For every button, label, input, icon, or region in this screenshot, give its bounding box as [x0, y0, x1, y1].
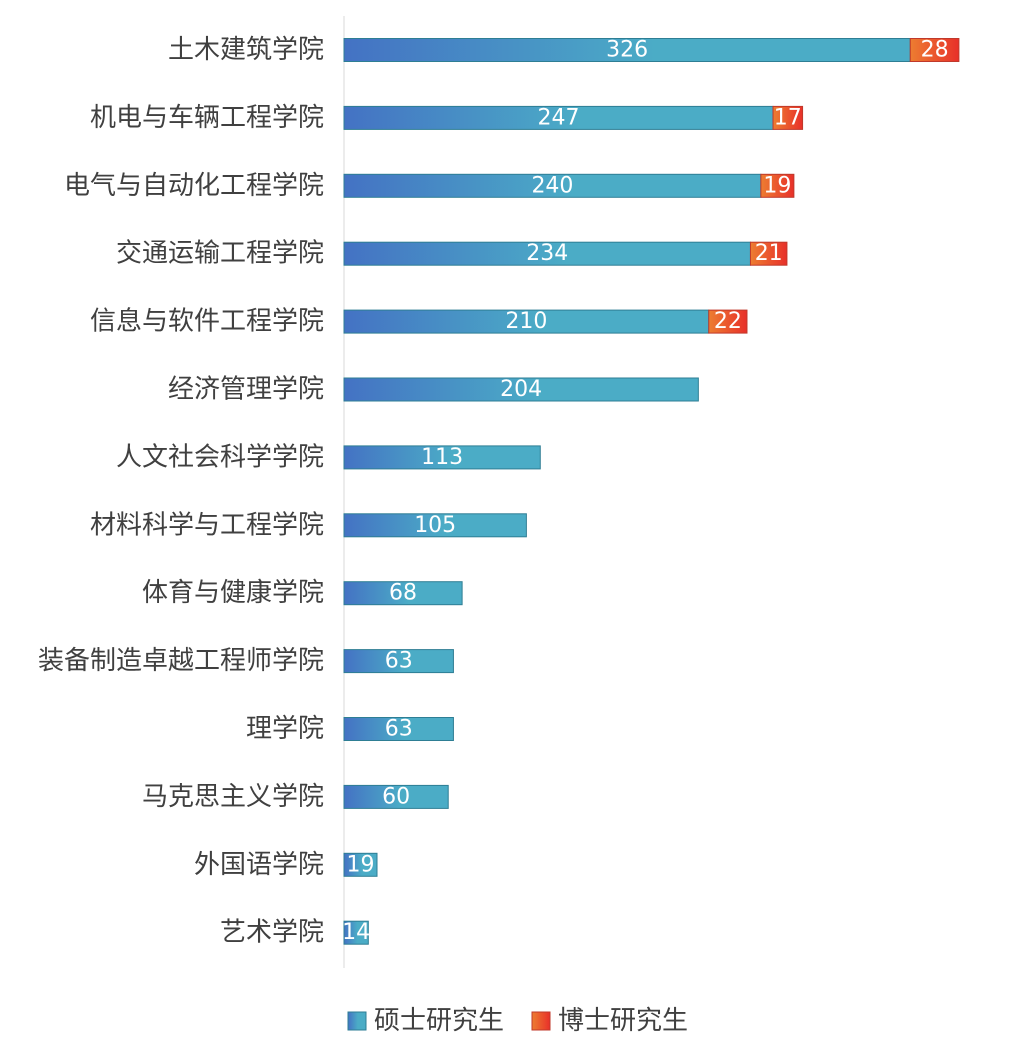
data-label-master: 210	[505, 309, 547, 334]
bar-master	[343, 717, 454, 741]
data-label-master: 60	[382, 784, 410, 809]
category-label: 马克思主义学院	[142, 782, 324, 812]
data-label-master: 19	[347, 852, 375, 877]
bar-doctor	[772, 105, 804, 130]
data-label-master: 234	[526, 241, 568, 266]
category-label: 信息与软件工程学院	[90, 307, 324, 337]
bar-master	[343, 445, 541, 470]
category-label: 机电与车辆工程学院	[90, 103, 324, 133]
category-label: 材料科学与工程学院	[90, 510, 324, 540]
data-label-doctor: 19	[763, 173, 791, 198]
data-label-master: 326	[606, 38, 648, 63]
bar-master	[343, 784, 449, 809]
category-label: 交通运输工程学院	[116, 239, 324, 269]
legend: 硕士研究生 博士研究生	[347, 1006, 688, 1036]
data-label-master: 247	[538, 105, 580, 130]
bar-doctor	[909, 38, 960, 62]
data-label-master: 14	[342, 920, 370, 945]
bar-master	[343, 581, 463, 606]
category-label: 体育与健康学院	[142, 578, 324, 608]
data-label-doctor: 17	[774, 105, 802, 130]
data-label-master: 105	[414, 513, 456, 538]
bar-master	[343, 649, 454, 674]
data-label-doctor: 28	[921, 38, 949, 63]
category-label: 外国语学院	[194, 850, 324, 880]
bar-master	[343, 852, 378, 877]
legend-label: 硕士研究生	[374, 1006, 504, 1036]
legend-label: 博士研究生	[558, 1006, 688, 1036]
category-label: 装备制造卓越工程师学院	[38, 646, 324, 676]
data-label-doctor: 22	[714, 309, 742, 334]
legend-swatch	[347, 1011, 367, 1031]
data-label-master: 68	[389, 581, 417, 606]
bars-layer: 326 28 247 17 240 19 234 21 210 22 204 113 105 68 63 63…	[342, 38, 960, 945]
bar-doctor	[760, 173, 795, 198]
bar-master	[343, 377, 699, 402]
data-label-doctor: 21	[755, 241, 783, 266]
legend-swatch	[531, 1011, 551, 1031]
category-label: 土木建筑学院	[168, 35, 324, 65]
bar-master	[343, 920, 369, 945]
bar-master	[343, 513, 527, 538]
category-label: 艺术学院	[220, 918, 324, 948]
data-label-master: 63	[385, 649, 413, 674]
category-label: 人文社会科学学院	[116, 442, 324, 472]
data-label-master: 240	[531, 173, 573, 198]
category-label: 电气与自动化工程学院	[64, 171, 324, 201]
bar-doctor	[749, 241, 788, 266]
category-labels-layer: 土木建筑学院机电与车辆工程学院电气与自动化工程学院交通运输工程学院信息与软件工程…	[38, 35, 324, 948]
category-label: 理学院	[246, 714, 324, 744]
data-label-master: 113	[421, 445, 463, 470]
data-label-master: 204	[500, 377, 542, 402]
category-label: 经济管理学院	[168, 375, 324, 405]
bar-doctor	[708, 309, 748, 334]
data-label-master: 63	[385, 717, 413, 742]
